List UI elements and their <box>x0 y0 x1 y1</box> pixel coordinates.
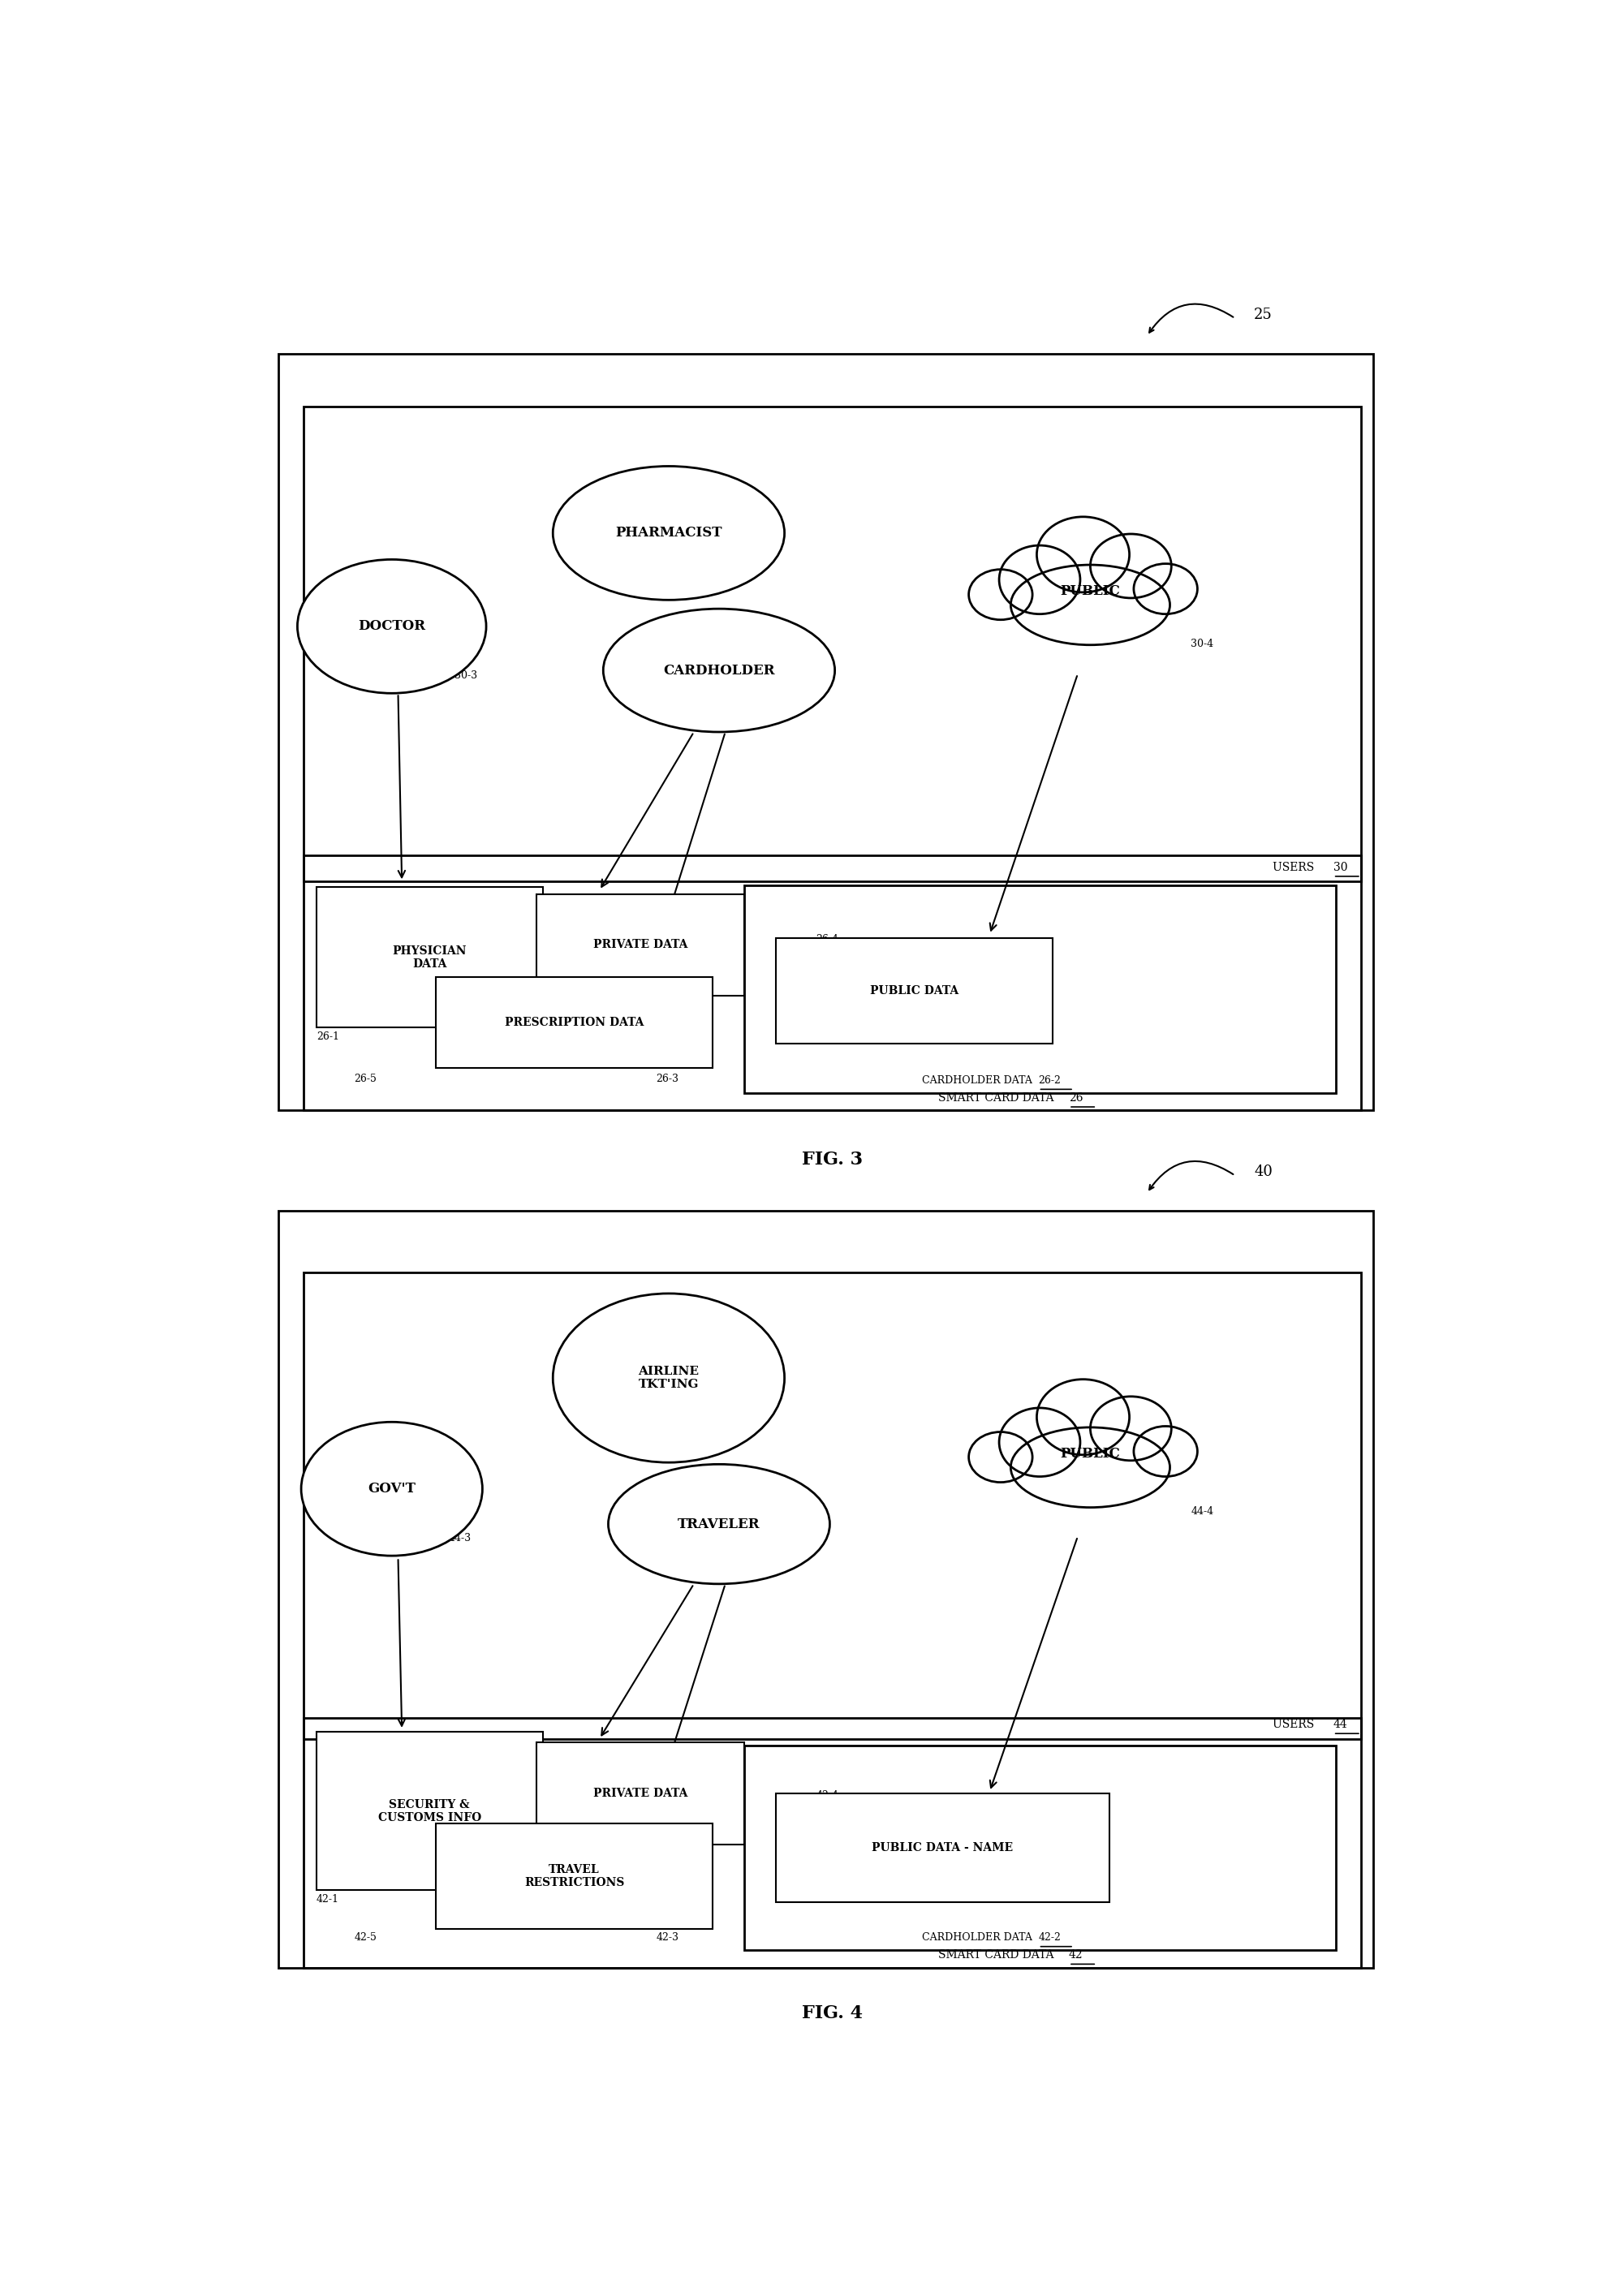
FancyBboxPatch shape <box>536 894 744 997</box>
Ellipse shape <box>999 1408 1080 1477</box>
Text: 42-3: 42-3 <box>656 1932 679 1943</box>
Text: 26-2: 26-2 <box>1038 1074 1060 1086</box>
Ellipse shape <box>1036 1378 1129 1454</box>
Ellipse shape <box>1134 1426 1197 1477</box>
Bar <box>304 407 1361 882</box>
Ellipse shape <box>1090 1397 1171 1461</box>
Ellipse shape <box>1036 517 1129 592</box>
Ellipse shape <box>1010 1426 1169 1506</box>
Text: SMART CARD DATA: SMART CARD DATA <box>939 1950 1057 1961</box>
Text: 30-2: 30-2 <box>750 551 773 562</box>
Ellipse shape <box>609 1465 830 1584</box>
FancyBboxPatch shape <box>435 976 713 1068</box>
Bar <box>304 855 1361 1111</box>
FancyBboxPatch shape <box>536 1742 744 1845</box>
Text: 40: 40 <box>1254 1166 1273 1180</box>
Ellipse shape <box>970 1431 1033 1481</box>
Text: 26: 26 <box>1069 1093 1083 1104</box>
Text: CARDHOLDER: CARDHOLDER <box>663 663 775 677</box>
Text: DOCTOR: DOCTOR <box>359 620 425 633</box>
Text: CARDHOLDER DATA: CARDHOLDER DATA <box>922 1932 1034 1943</box>
Text: PUBLIC: PUBLIC <box>1060 1447 1121 1461</box>
Text: USERS: USERS <box>1273 1719 1319 1731</box>
Text: 44-1: 44-1 <box>784 1554 807 1564</box>
Text: CARDHOLDER DATA: CARDHOLDER DATA <box>922 1074 1034 1086</box>
Ellipse shape <box>552 466 784 599</box>
Text: 30-4: 30-4 <box>1190 638 1213 649</box>
Text: PUBLIC DATA: PUBLIC DATA <box>870 985 958 997</box>
Text: 30-3: 30-3 <box>455 670 477 681</box>
Text: FIG. 4: FIG. 4 <box>802 2005 862 2023</box>
Text: PUBLIC: PUBLIC <box>1060 585 1121 599</box>
Text: 44-3: 44-3 <box>448 1534 471 1543</box>
FancyBboxPatch shape <box>776 1795 1109 1902</box>
Ellipse shape <box>552 1294 784 1463</box>
Text: 42-1: 42-1 <box>317 1893 339 1904</box>
Text: 44-4: 44-4 <box>1190 1506 1213 1518</box>
Bar <box>744 1747 1337 1950</box>
Text: 26-3: 26-3 <box>656 1074 679 1084</box>
Text: AIRLINE
TKT'ING: AIRLINE TKT'ING <box>638 1365 698 1390</box>
FancyBboxPatch shape <box>776 937 1052 1042</box>
Text: 30-1: 30-1 <box>776 700 799 711</box>
Text: 42-4: 42-4 <box>815 1790 838 1801</box>
Text: 42: 42 <box>1069 1950 1083 1961</box>
Bar <box>279 1212 1374 1968</box>
Text: FIG. 3: FIG. 3 <box>802 1150 862 1168</box>
Bar <box>279 354 1374 1111</box>
Text: PRIVATE DATA: PRIVATE DATA <box>593 1788 687 1799</box>
Text: GOV'T: GOV'T <box>369 1481 416 1495</box>
FancyBboxPatch shape <box>435 1824 713 1929</box>
Text: 44-2: 44-2 <box>747 1401 770 1410</box>
Text: PHYSICIAN
DATA: PHYSICIAN DATA <box>393 944 466 969</box>
Ellipse shape <box>999 546 1080 615</box>
Text: 44: 44 <box>1333 1719 1348 1731</box>
Text: 42-2: 42-2 <box>1038 1932 1060 1943</box>
FancyBboxPatch shape <box>317 887 542 1029</box>
Text: 30: 30 <box>1333 862 1348 873</box>
Text: 42-5: 42-5 <box>354 1932 377 1943</box>
Ellipse shape <box>970 569 1033 620</box>
Ellipse shape <box>300 1422 482 1557</box>
Ellipse shape <box>1090 535 1171 599</box>
Text: SECURITY &
CUSTOMS INFO: SECURITY & CUSTOMS INFO <box>378 1799 481 1824</box>
Text: 26-5: 26-5 <box>354 1074 377 1084</box>
FancyBboxPatch shape <box>317 1733 542 1891</box>
Text: PRESCRIPTION DATA: PRESCRIPTION DATA <box>505 1017 643 1029</box>
Ellipse shape <box>1010 565 1169 645</box>
Ellipse shape <box>603 608 835 732</box>
Text: TRAVEL
RESTRICTIONS: TRAVEL RESTRICTIONS <box>525 1863 624 1888</box>
Bar <box>304 1717 1361 1968</box>
Text: 26-4: 26-4 <box>815 935 838 944</box>
Bar <box>304 1273 1361 1740</box>
Text: 26-1: 26-1 <box>317 1031 339 1042</box>
Ellipse shape <box>1134 565 1197 615</box>
Bar <box>744 885 1337 1093</box>
Text: USERS: USERS <box>1273 862 1319 873</box>
Text: PHARMACIST: PHARMACIST <box>615 526 723 539</box>
Text: 25: 25 <box>1254 309 1272 322</box>
Text: PRIVATE DATA: PRIVATE DATA <box>593 940 687 951</box>
Text: TRAVELER: TRAVELER <box>677 1518 760 1532</box>
Text: PUBLIC DATA - NAME: PUBLIC DATA - NAME <box>872 1843 1013 1854</box>
Text: SMART CARD DATA: SMART CARD DATA <box>939 1093 1057 1104</box>
Ellipse shape <box>297 560 486 693</box>
